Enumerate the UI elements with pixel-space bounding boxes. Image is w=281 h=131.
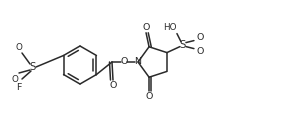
Text: O: O xyxy=(142,23,150,32)
Text: O: O xyxy=(12,75,19,83)
Text: S: S xyxy=(30,62,36,72)
Text: S: S xyxy=(180,40,186,50)
Text: HO: HO xyxy=(163,23,177,32)
Text: N: N xyxy=(135,58,142,67)
Text: O: O xyxy=(120,58,128,67)
Text: O: O xyxy=(196,47,204,56)
Text: O: O xyxy=(109,81,117,89)
Text: O: O xyxy=(145,92,153,101)
Text: O: O xyxy=(196,33,204,42)
Text: O: O xyxy=(15,42,22,51)
Text: F: F xyxy=(16,83,22,91)
